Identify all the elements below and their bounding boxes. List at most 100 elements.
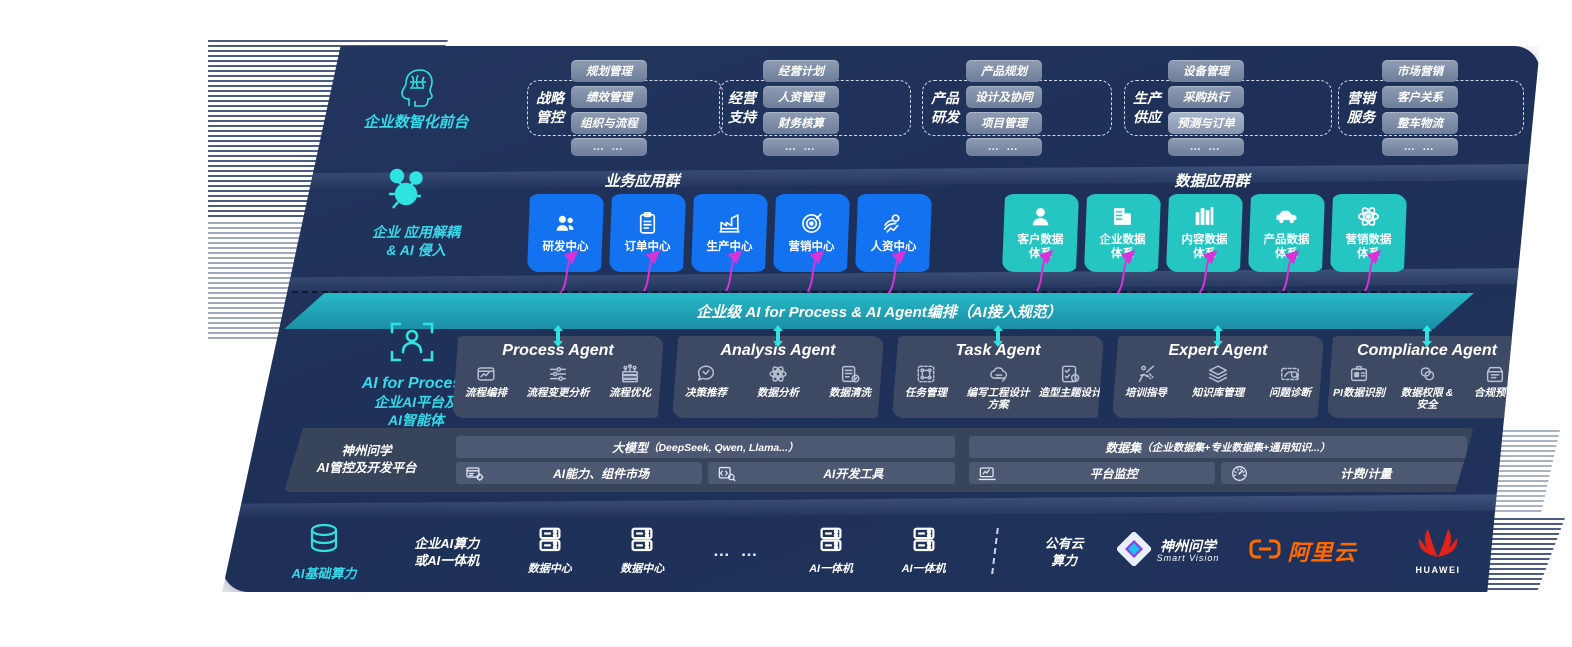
agent-item-2-0[interactable]: 任务管理 bbox=[892, 362, 960, 411]
person-chart-icon bbox=[881, 212, 906, 236]
agent-item-2-2[interactable]: 造型主题设计 bbox=[1036, 362, 1104, 411]
domain-chip[interactable]: 经营计划 bbox=[763, 60, 839, 82]
biz-app-card-2[interactable]: 生产中心 bbox=[691, 194, 768, 272]
ai-orchestration-bar: 企业级 AI for Process & AI Agent编排（AI接入规范） bbox=[284, 293, 1474, 329]
molecule-node-icon bbox=[380, 164, 434, 223]
infra-item-5[interactable]: AI一体机 bbox=[902, 525, 946, 577]
data-clean-icon bbox=[839, 362, 861, 386]
domain-chip[interactable]: 财务核算 bbox=[763, 112, 839, 134]
agent-item-0-2[interactable]: 流程优化 bbox=[596, 362, 664, 400]
agent-item-0-0[interactable]: 流程编排 bbox=[452, 362, 520, 400]
dev-tool-icon bbox=[717, 464, 736, 483]
agent-item-4-2[interactable]: 合规预警 bbox=[1463, 362, 1527, 411]
agent-item-3-1[interactable]: 知识库管理 bbox=[1184, 362, 1252, 400]
domain-chip[interactable]: … … bbox=[571, 138, 647, 156]
biz-app-card-0[interactable]: 研发中心 bbox=[527, 194, 604, 272]
domain-chip[interactable]: 规划管理 bbox=[571, 60, 647, 82]
agent-card-2[interactable]: Task Agent 任务管理 编写工程设计方案 造型主题设计 bbox=[892, 336, 1104, 418]
agent-item-1-1[interactable]: 数据分析 bbox=[744, 362, 812, 400]
platform-left-item-1[interactable]: AI开发工具 bbox=[708, 462, 955, 484]
agent-connector-arrow-3 bbox=[1211, 325, 1225, 352]
biz-app-card-4[interactable]: 人资中心 bbox=[855, 194, 932, 272]
agent-title-3: Expert Agent bbox=[1168, 342, 1268, 359]
brain-head-icon bbox=[390, 64, 438, 117]
agent-item-1-2[interactable]: 数据清洗 bbox=[816, 362, 884, 400]
agent-title-0: Process Agent bbox=[502, 342, 614, 359]
agent-item-2-1[interactable]: 编写工程设计方案 bbox=[964, 362, 1032, 411]
vendor-smartvision-name: 神州问学 bbox=[1159, 537, 1216, 554]
platform-right-item-1[interactable]: 计费/计量 bbox=[1220, 462, 1467, 484]
agent-item-4-1[interactable]: 数据权限 & 安全 bbox=[1395, 362, 1459, 411]
domain-group-title-3: 生产 供应 bbox=[1133, 90, 1161, 125]
platform-right-label-1: 计费/计量 bbox=[1340, 466, 1392, 481]
agent-card-0[interactable]: Process Agent 流程编排 流程变更分析 流程优化 bbox=[452, 336, 664, 418]
agent-item-3-0[interactable]: 培训指导 bbox=[1112, 362, 1180, 400]
domain-group-4[interactable]: 营销 服务 市场营销 客户关系 整车物流 … … bbox=[1338, 60, 1524, 156]
agent-item-4-0[interactable]: PI数据识别 bbox=[1327, 362, 1391, 411]
domain-group-1[interactable]: 经营 支持 经营计划人资管理财务核算 … … bbox=[719, 60, 911, 156]
domain-group-2[interactable]: 产品 研发 产品规划 设计及协同 项目管理 … … bbox=[922, 60, 1112, 156]
architecture-slab: 企业数智化前台 战略 管控 规划管理 绩效管理 组织与流程 … … 经营 支持 经营计划人… bbox=[222, 46, 1540, 592]
domain-group-3[interactable]: 生产 供应 设备管理采购执行预测与订单 … … bbox=[1124, 60, 1332, 156]
domain-chip[interactable]: 客户关系 bbox=[1382, 86, 1458, 108]
vendor-smartvision[interactable]: 神州问学 Smart Vision bbox=[1108, 531, 1228, 571]
person-scan-icon bbox=[388, 318, 436, 371]
data-app-label-4: 营销数据 体系 bbox=[1345, 233, 1392, 260]
domain-chip[interactable]: 人资管理 bbox=[763, 86, 839, 108]
domain-chip[interactable]: 产品规划 bbox=[966, 60, 1042, 82]
biz-app-card-3[interactable]: 营销中心 bbox=[773, 194, 850, 272]
agent-item-3-2[interactable]: 问题诊断 bbox=[1256, 362, 1324, 400]
data-group-title: 数据应用群 bbox=[1174, 173, 1250, 190]
infra-item-7: 公有云 算力 bbox=[1045, 533, 1084, 569]
layer-label-aiprocess-line2: 企业AI平台及 bbox=[374, 394, 458, 410]
dataset-bar-sub: （企业数据集+专业数据集+通用知识...） bbox=[1141, 441, 1331, 454]
layer-label-aiprocess-line3: AI智能体 bbox=[388, 412, 444, 428]
data-app-card-1[interactable]: 企业数据 体系 bbox=[1084, 194, 1161, 272]
platform-right-item-0[interactable]: 平台监控 bbox=[968, 462, 1215, 484]
agent-item-0-1[interactable]: 流程变更分析 bbox=[524, 362, 592, 400]
dataset-bar[interactable]: 数据集 （企业数据集+专业数据集+通用知识...） bbox=[968, 436, 1467, 458]
domain-chip[interactable]: … … bbox=[1382, 138, 1458, 156]
id-card-icon bbox=[1348, 362, 1370, 386]
agent-card-4[interactable]: Compliance Agent PI数据识别 数据权限 & 安全 合规预警 bbox=[1327, 336, 1527, 418]
domain-chip[interactable]: 整车物流 bbox=[1382, 112, 1458, 134]
domain-chip[interactable]: … … bbox=[1168, 138, 1244, 156]
vendor-huawei-name: HUAWEI bbox=[1415, 565, 1461, 575]
data-app-label-2: 内容数据 体系 bbox=[1181, 233, 1228, 260]
server-icon bbox=[909, 525, 939, 560]
building-icon bbox=[1110, 205, 1135, 229]
domain-chip[interactable]: 采购执行 bbox=[1168, 86, 1244, 108]
infra-item-1[interactable]: 数据中心 bbox=[528, 525, 572, 577]
domain-chip[interactable]: 市场营销 bbox=[1382, 60, 1458, 82]
data-app-card-4[interactable]: 营销数据 体系 bbox=[1330, 194, 1407, 272]
domain-chip[interactable]: 组织与流程 bbox=[571, 112, 647, 134]
agent-item-1-0[interactable]: 决策推荐 bbox=[672, 362, 740, 400]
domain-chip[interactable]: … … bbox=[763, 138, 839, 156]
infra-item-2[interactable]: 数据中心 bbox=[620, 525, 664, 577]
domain-chip[interactable]: 设计及协同 bbox=[966, 86, 1042, 108]
monitor-icon bbox=[978, 464, 997, 483]
infra-item-4[interactable]: AI一体机 bbox=[809, 525, 853, 577]
model-bar[interactable]: 大模型 （DeepSeek, Qwen, Llama...） bbox=[456, 436, 955, 458]
domain-chip[interactable]: … … bbox=[966, 138, 1042, 156]
agent-card-3[interactable]: Expert Agent 培训指导 知识库管理 问题诊断 bbox=[1112, 336, 1324, 418]
vendor-huawei[interactable]: HUAWEI bbox=[1378, 527, 1498, 575]
agent-card-1[interactable]: Analysis Agent 决策推荐 数据分析 数据清洗 bbox=[672, 336, 884, 418]
platform-left-item-0[interactable]: AI能力、组件市场 bbox=[456, 462, 703, 484]
data-app-card-0[interactable]: 客户数据 体系 bbox=[1002, 194, 1079, 272]
domain-chip[interactable]: 绩效管理 bbox=[571, 86, 647, 108]
vendor-aliyun[interactable]: 阿里云 bbox=[1228, 535, 1378, 567]
domain-chip[interactable]: 设备管理 bbox=[1168, 60, 1244, 82]
domain-chip[interactable]: 预测与订单 bbox=[1168, 112, 1244, 134]
car-icon bbox=[1274, 205, 1299, 229]
data-app-card-3[interactable]: 产品数据 体系 bbox=[1248, 194, 1325, 272]
dataset-bar-main: 数据集 bbox=[1105, 440, 1142, 455]
infra-item-0: 企业AI算力 或AI一体机 bbox=[414, 533, 479, 569]
atom-analysis-icon bbox=[767, 362, 789, 386]
domain-group-0[interactable]: 战略 管控 规划管理 绩效管理 组织与流程 … … bbox=[527, 60, 723, 156]
biz-app-card-1[interactable]: 订单中心 bbox=[609, 194, 686, 272]
data-app-card-2[interactable]: 内容数据 体系 bbox=[1166, 194, 1243, 272]
domain-chip[interactable]: 项目管理 bbox=[966, 112, 1042, 134]
domain-group-title-1: 经营 支持 bbox=[728, 90, 756, 125]
domain-group-chips-3: 设备管理采购执行预测与订单 … … bbox=[1168, 60, 1323, 156]
